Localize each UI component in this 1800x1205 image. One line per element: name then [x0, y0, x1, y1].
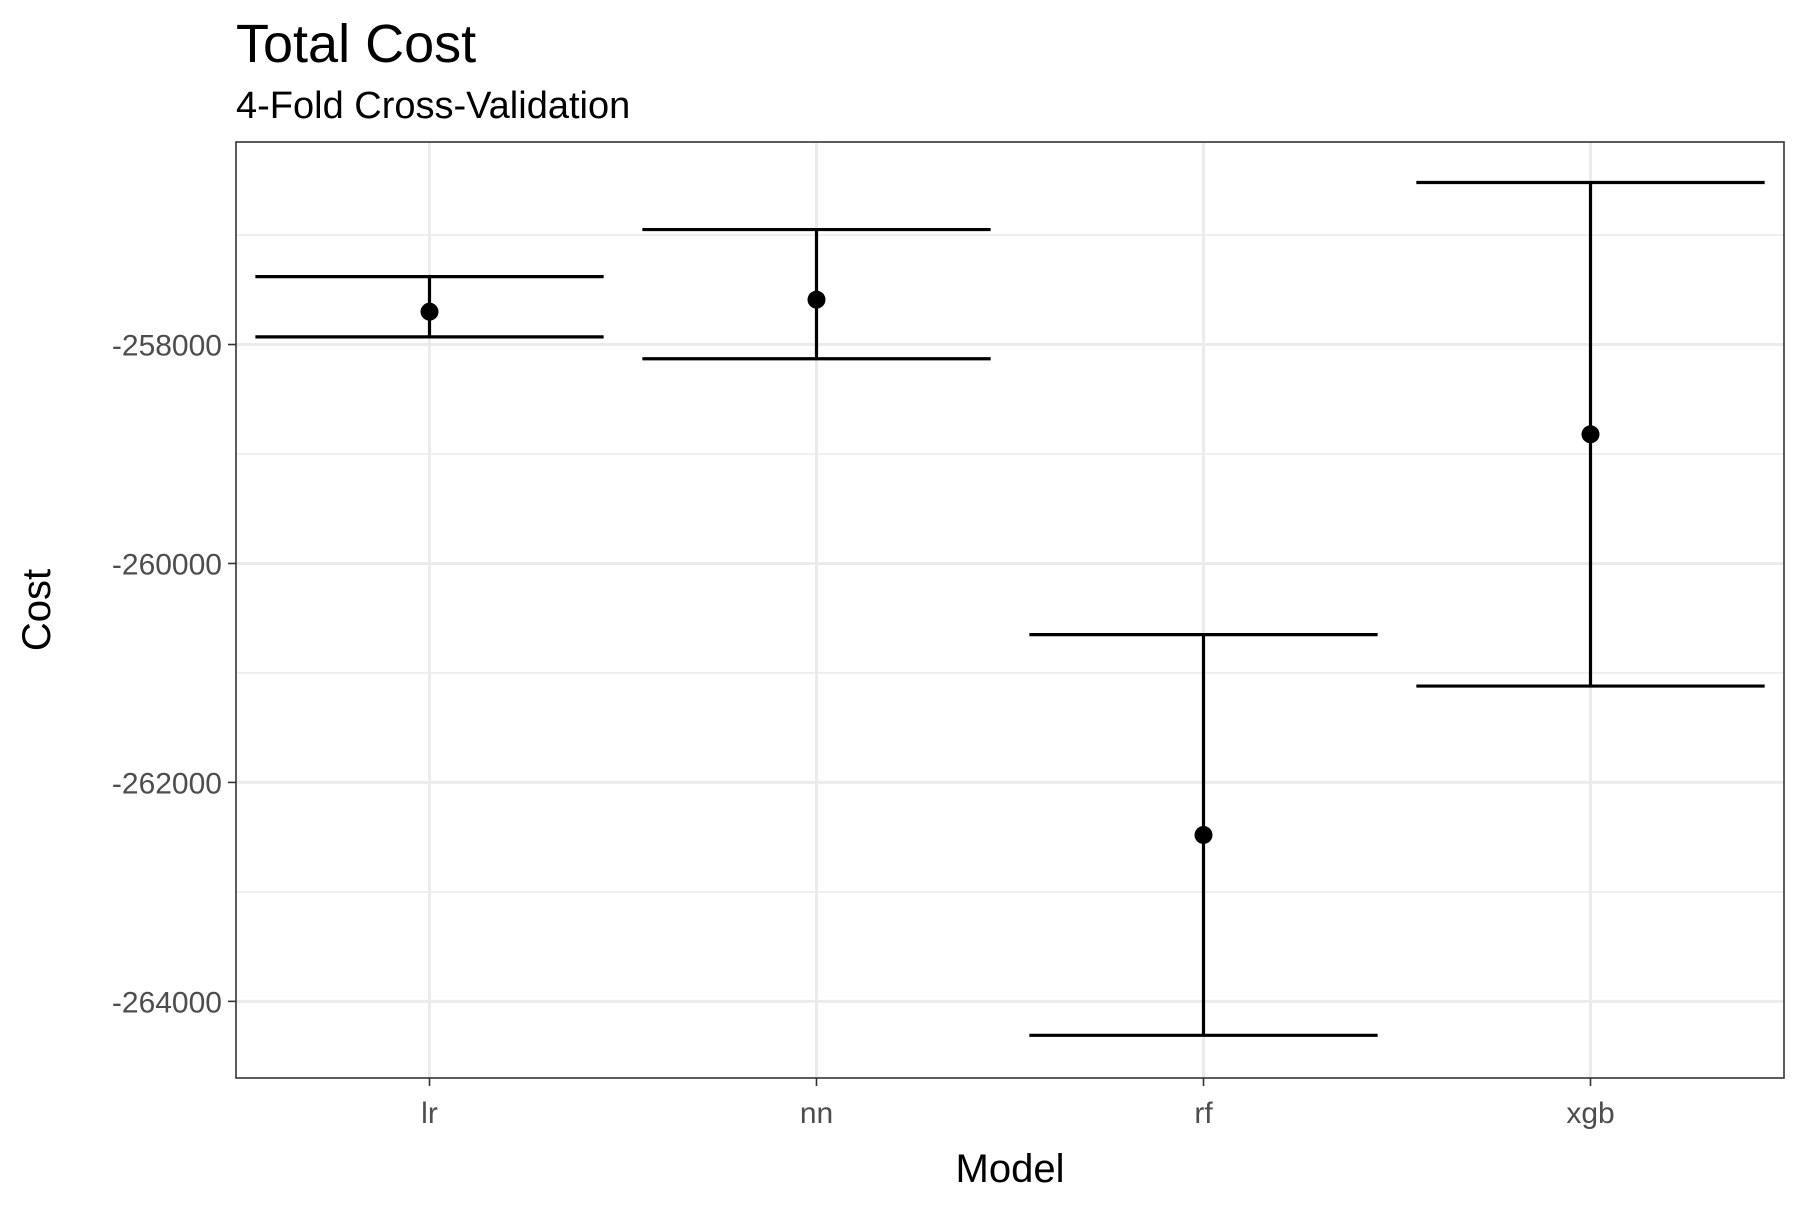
- x-tick-label-nn: nn: [800, 1097, 833, 1130]
- point-xgb: [1581, 425, 1600, 444]
- axes: -264000 -262000 -260000 -258000 lr nn rf xgb: [112, 330, 1615, 1130]
- x-tick-label-lr: lr: [421, 1097, 438, 1130]
- y-tick-label: -260000: [112, 548, 222, 581]
- x-axis-label: Model: [956, 1147, 1065, 1191]
- grid-lines: [236, 142, 1784, 1078]
- chart-subtitle: 4-Fold Cross-Validation: [236, 85, 630, 127]
- x-tick-label-rf: rf: [1194, 1097, 1213, 1130]
- chart-marks: [255, 180, 1765, 1037]
- y-tick-label: -262000: [112, 767, 222, 800]
- y-tick-label: -258000: [112, 330, 222, 363]
- chart-title: Total Cost: [236, 14, 476, 74]
- point-rf: [1194, 825, 1213, 844]
- point-lr: [420, 302, 439, 321]
- x-tick-label-xgb: xgb: [1566, 1097, 1614, 1130]
- y-axis-label: Cost: [15, 569, 59, 651]
- point-nn: [807, 290, 826, 309]
- y-tick-label: -264000: [112, 986, 222, 1019]
- panel-border: [235, 141, 1785, 1079]
